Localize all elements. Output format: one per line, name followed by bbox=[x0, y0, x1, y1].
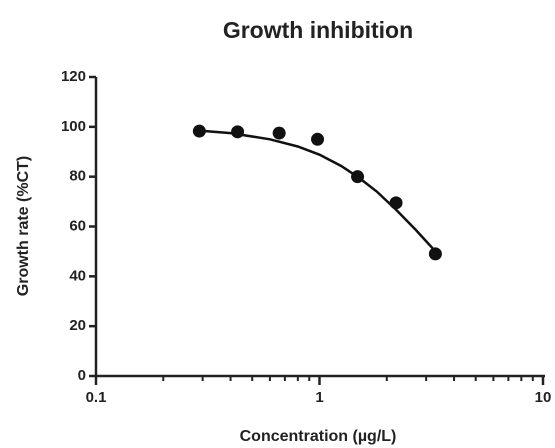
y-tick-label: 60 bbox=[69, 217, 86, 234]
y-tick-label: 80 bbox=[69, 168, 86, 185]
data-point bbox=[389, 196, 403, 210]
data-point bbox=[272, 126, 286, 140]
fit-curve bbox=[199, 129, 437, 253]
y-tick-label: 0 bbox=[78, 367, 86, 384]
x-axis-label: Concentration (µg/L) bbox=[240, 428, 397, 445]
y-tick-label: 20 bbox=[69, 317, 86, 334]
x-tick-label: 0.1 bbox=[86, 389, 107, 406]
x-tick-label: 1 bbox=[315, 389, 323, 406]
data-point bbox=[311, 132, 325, 146]
y-tick-label: 40 bbox=[69, 267, 86, 284]
chart-title: Growth inhibition bbox=[223, 17, 413, 43]
y-tick-label: 100 bbox=[61, 118, 86, 135]
data-point bbox=[428, 247, 442, 261]
x-tick-label: 10 bbox=[535, 389, 552, 406]
y-tick-label: 120 bbox=[61, 68, 86, 85]
y-axis-label: Growth rate (%CT) bbox=[15, 156, 32, 296]
data-point bbox=[231, 125, 245, 139]
